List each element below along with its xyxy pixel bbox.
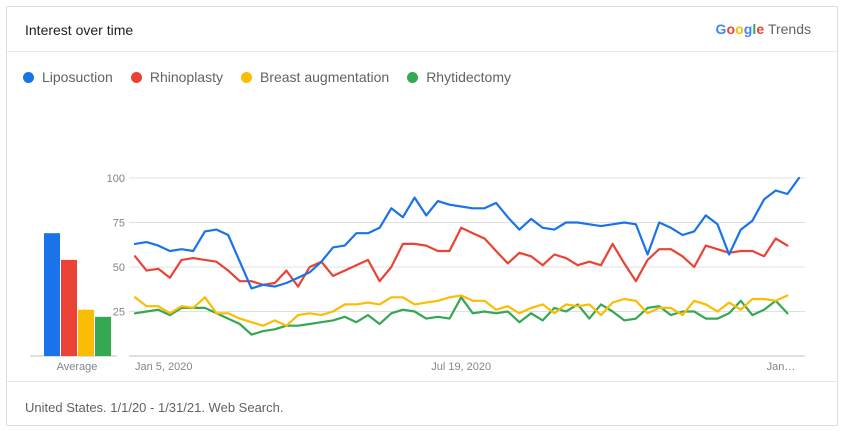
average-bar: [78, 309, 94, 356]
x-tick-label: Jan 5, 2020: [135, 361, 193, 373]
series-line: [133, 176, 801, 290]
interest-over-time-card: Interest over time Google Trends Liposuc…: [6, 6, 838, 426]
average-label: Average: [57, 361, 98, 373]
legend-label: Liposuction: [42, 69, 113, 85]
google-letter: g: [743, 21, 753, 37]
series-line: [133, 226, 789, 288]
legend-item[interactable]: Liposuction: [23, 69, 113, 85]
legend-dot: [23, 71, 34, 83]
legend-label: Rhytidectomy: [426, 69, 511, 85]
google-letter: G: [715, 21, 727, 37]
x-tick-label: Jan…: [767, 361, 796, 373]
x-tick-label: Jul 19, 2020: [431, 361, 491, 373]
card-header: Interest over time Google Trends: [7, 7, 837, 52]
legend-item[interactable]: Rhytidectomy: [407, 69, 511, 85]
trends-wordmark: Trends: [767, 21, 811, 37]
average-bar: [95, 316, 111, 356]
google-letter: o: [726, 21, 736, 37]
y-tick-label: 100: [107, 173, 125, 185]
legend-dot: [240, 71, 252, 83]
chart-legend: Liposuction Rhinoplasty Breast augmentatio…: [23, 69, 529, 85]
footer-note: United States. 1/1/20 - 1/31/21. Web Sea…: [25, 400, 284, 415]
card-footer: United States. 1/1/20 - 1/31/21. Web Sea…: [7, 381, 837, 426]
series-line: [133, 294, 789, 327]
google-letter: l: [752, 21, 757, 37]
legend-item[interactable]: Breast augmentation: [240, 69, 390, 85]
legend-dot: [407, 71, 419, 83]
y-tick-label: 25: [113, 307, 125, 319]
y-tick-label: 75: [113, 218, 125, 230]
legend-dot: [130, 71, 142, 83]
average-bar: [61, 259, 77, 356]
google-trends-logo[interactable]: Google Trends: [715, 21, 811, 37]
interest-chart: 100 75 50 25 Average Jan 5, 2020 Jul 19, 2020 J…: [30, 173, 805, 373]
y-tick-label: 50: [113, 262, 125, 274]
average-bar: [44, 233, 60, 356]
google-wordmark: Google: [715, 21, 764, 37]
legend-item[interactable]: Rhinoplasty: [130, 69, 223, 85]
google-letter: o: [735, 21, 744, 37]
card-title: Interest over time: [25, 22, 134, 38]
legend-label: Breast augmentation: [259, 69, 390, 85]
legend-label: Rhinoplasty: [149, 69, 223, 85]
google-letter: e: [756, 21, 765, 37]
